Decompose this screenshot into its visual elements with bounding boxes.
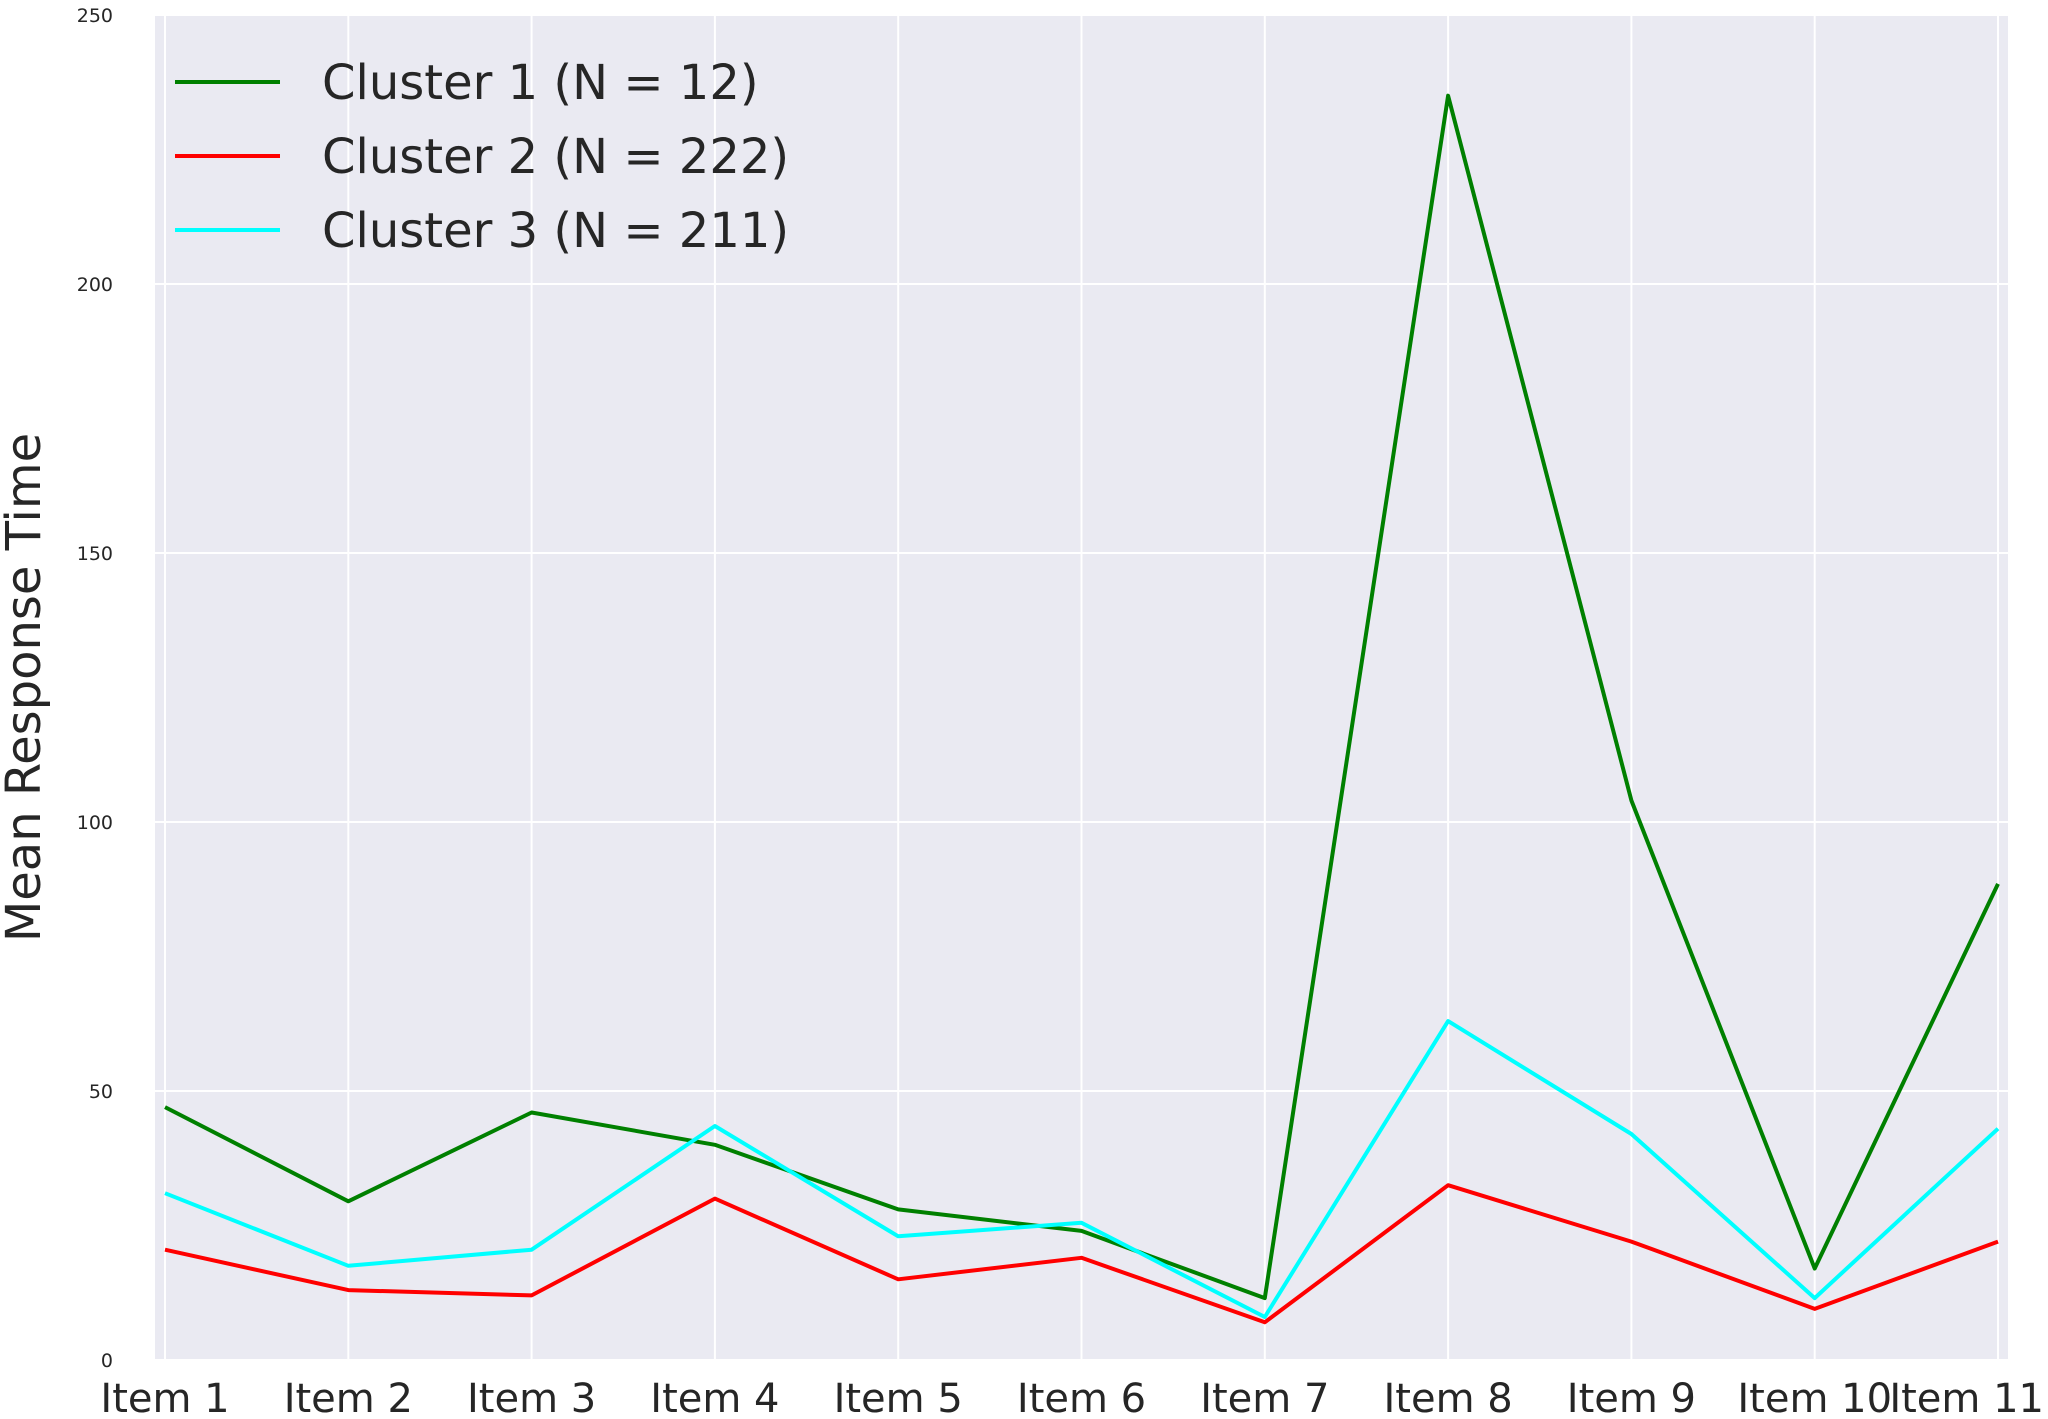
x-tick-label: Item 1 bbox=[100, 1376, 229, 1419]
y-tick-label: 0 bbox=[101, 1350, 113, 1372]
x-tick-label: Item 8 bbox=[1383, 1376, 1512, 1419]
y-axis-label: Mean Response Time bbox=[0, 433, 52, 942]
x-tick-label: Item 6 bbox=[1017, 1376, 1146, 1419]
legend-label: Cluster 1 (N = 12) bbox=[322, 55, 759, 111]
x-tick-label: Item 10 bbox=[1737, 1376, 1892, 1419]
y-tick-label: 150 bbox=[77, 543, 113, 565]
x-tick-label: Item 7 bbox=[1200, 1376, 1329, 1419]
y-tick-label: 200 bbox=[77, 274, 113, 296]
y-axis-ticks: 0 50 100 150 200 250 bbox=[77, 5, 113, 1372]
x-tick-label: Item 3 bbox=[467, 1376, 596, 1419]
x-tick-label: Item 11 bbox=[1889, 1376, 2044, 1419]
y-tick-label: 250 bbox=[77, 5, 113, 27]
x-tick-label: Item 9 bbox=[1567, 1376, 1696, 1419]
series-line-cluster-1 bbox=[164, 93, 2000, 1301]
series-line-cluster-3 bbox=[164, 1019, 2000, 1319]
series-lines bbox=[164, 93, 2000, 1325]
y-tick-label: 50 bbox=[89, 1081, 113, 1103]
series-line-cluster-2 bbox=[164, 1183, 1999, 1325]
grid-lines bbox=[155, 14, 2008, 1361]
x-tick-label: Item 5 bbox=[834, 1376, 963, 1419]
legend-label: Cluster 3 (N = 211) bbox=[322, 203, 789, 259]
x-tick-label: Item 4 bbox=[650, 1376, 779, 1419]
y-tick-label: 100 bbox=[77, 812, 113, 834]
legend: Cluster 1 (N = 12) Cluster 2 (N = 222) Clu… bbox=[175, 55, 789, 259]
x-axis-ticks: Item 1 Item 2 Item 3 Item 4 Item 5 Item 6 Item… bbox=[100, 1376, 2044, 1419]
x-tick-label: Item 2 bbox=[284, 1376, 413, 1419]
legend-label: Cluster 2 (N = 222) bbox=[322, 129, 789, 185]
